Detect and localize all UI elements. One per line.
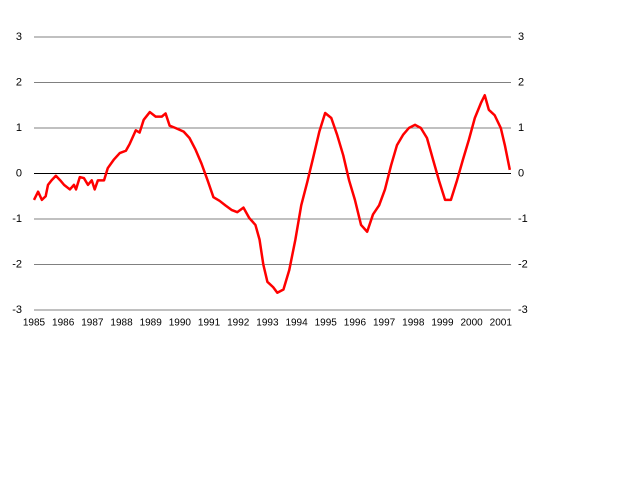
y-tick-label: 2 (16, 76, 22, 88)
y2-tick-label: 0 (518, 167, 524, 179)
y2-tick-label: 1 (518, 122, 524, 134)
x-tick-label: 1991 (198, 318, 221, 329)
x-tick-label: 1990 (169, 318, 192, 329)
x-tick-label: 1986 (52, 318, 75, 329)
x-tick-label: 2001 (490, 318, 513, 329)
x-tick-label: 1987 (81, 318, 104, 329)
x-tick-label: 1996 (344, 318, 367, 329)
x-tick-label: 1999 (431, 318, 454, 329)
data-line (32, 93, 512, 294)
x-tick-label: 2000 (460, 318, 483, 329)
y2-tick-label: -2 (518, 258, 528, 270)
y2-tick-label: 2 (518, 76, 524, 88)
x-tick-label: 1998 (402, 318, 425, 329)
x-tick-label: 1994 (285, 318, 308, 329)
y-tick-label: -2 (12, 258, 22, 270)
x-tick-label: 1993 (256, 318, 279, 329)
x-tick-label: 1992 (227, 318, 250, 329)
y-tick-label: 0 (16, 167, 22, 179)
x-tick-label: 1989 (140, 318, 163, 329)
x-tick-label: 1985 (23, 318, 46, 329)
y2-tick-label: -3 (518, 304, 528, 316)
y-tick-label: 3 (16, 31, 22, 43)
x-tick-label: 1997 (373, 318, 396, 329)
x-tick-label: 1995 (315, 318, 338, 329)
x-tick-label: 1988 (110, 318, 133, 329)
y-tick-label: -1 (12, 213, 22, 225)
y2-tick-label: -1 (518, 213, 528, 225)
y-tick-label: -3 (12, 304, 22, 316)
y2-tick-label: 3 (518, 31, 524, 43)
y-tick-label: 1 (16, 122, 22, 134)
